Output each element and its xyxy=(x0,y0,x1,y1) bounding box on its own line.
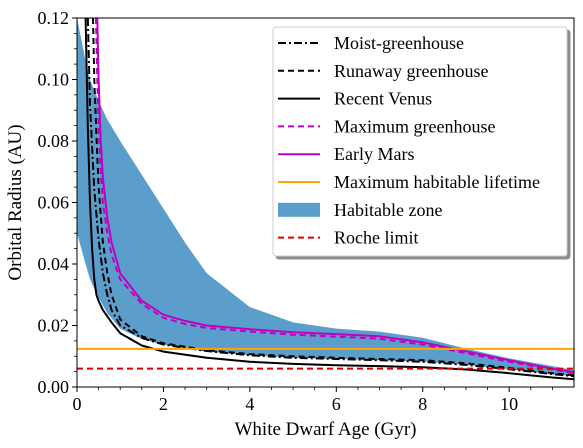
series-line-moist-greenhouse xyxy=(86,18,574,378)
legend-label: Maximum habitable lifetime xyxy=(334,172,540,192)
legend-entry-runaway-greenhouse: Runaway greenhouse xyxy=(278,61,488,81)
y-tick-label: 0.02 xyxy=(38,316,70,336)
legend-label: Habitable zone xyxy=(334,200,442,220)
legend-box xyxy=(272,26,568,257)
legend: Moist-greenhouse Runaway greenhouse Recent… xyxy=(272,26,568,257)
legend-entry-moist-greenhouse: Moist-greenhouse xyxy=(278,33,464,53)
x-tick-label: 10 xyxy=(500,394,518,414)
legend-entry-habitable-zone: Habitable zone xyxy=(278,200,442,220)
series-line-maximum-greenhouse xyxy=(95,18,574,375)
habitable-zone-layer xyxy=(77,18,574,377)
legend-entry-maximum-habitable-lifetime: Maximum habitable lifetime xyxy=(278,172,540,192)
x-axis-ticks: 0 2 4 6 8 10 xyxy=(73,387,553,414)
y-tick-label: 0.04 xyxy=(38,254,70,274)
series-layer xyxy=(77,18,574,381)
legend-label: Runaway greenhouse xyxy=(334,61,488,81)
legend-entry-early-mars: Early Mars xyxy=(278,144,414,164)
y-tick-label: 0.08 xyxy=(38,131,70,151)
plot-area xyxy=(77,18,574,381)
x-tick-label: 8 xyxy=(418,394,427,414)
habitable-zone-band xyxy=(77,18,574,377)
legend-label: Roche limit xyxy=(334,228,419,248)
y-axis-label: Orbital Radius (AU) xyxy=(5,124,26,280)
x-tick-label: 6 xyxy=(332,394,341,414)
legend-label: Moist-greenhouse xyxy=(334,33,464,53)
y-tick-label: 0.00 xyxy=(38,377,70,397)
y-tick-label: 0.06 xyxy=(38,193,70,213)
legend-entry-roche-limit: Roche limit xyxy=(278,228,419,248)
legend-label: Maximum greenhouse xyxy=(334,116,495,136)
x-tick-label: 2 xyxy=(159,394,168,414)
legend-label: Early Mars xyxy=(334,144,414,164)
series-line-runaway-greenhouse xyxy=(92,18,574,377)
legend-label: Recent Venus xyxy=(334,89,432,109)
y-tick-label: 0.12 xyxy=(38,8,70,28)
y-axis-ticks: 0.00 0.02 0.04 0.06 0.08 0.10 0.12 xyxy=(38,8,77,397)
legend-entry-maximum-greenhouse: Maximum greenhouse xyxy=(278,116,495,136)
legend-entry-recent-venus: Recent Venus xyxy=(278,89,432,109)
legend-swatch xyxy=(278,202,320,217)
legend-items: Moist-greenhouse Runaway greenhouse Recent… xyxy=(278,33,540,248)
x-tick-label: 0 xyxy=(73,394,82,414)
y-tick-label: 0.10 xyxy=(38,70,70,90)
x-tick-label: 4 xyxy=(245,394,254,414)
x-axis-label: White Dwarf Age (Gyr) xyxy=(234,419,416,440)
